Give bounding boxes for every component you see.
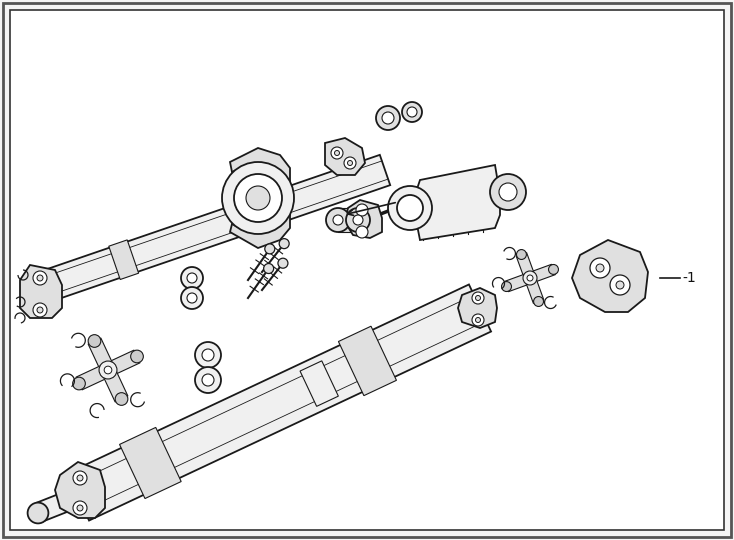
Circle shape (596, 264, 604, 272)
Circle shape (264, 264, 274, 274)
Circle shape (397, 195, 423, 221)
Circle shape (326, 208, 350, 232)
Circle shape (534, 296, 543, 306)
Polygon shape (505, 274, 528, 292)
Polygon shape (531, 264, 556, 282)
Circle shape (353, 215, 363, 225)
Polygon shape (338, 208, 358, 232)
Circle shape (388, 186, 432, 230)
Circle shape (202, 349, 214, 361)
Circle shape (517, 249, 526, 259)
Polygon shape (67, 285, 491, 521)
Circle shape (77, 505, 83, 511)
Polygon shape (572, 240, 648, 312)
Circle shape (99, 361, 117, 379)
Circle shape (104, 366, 112, 374)
Circle shape (523, 271, 537, 285)
Polygon shape (109, 240, 139, 280)
Circle shape (195, 367, 221, 393)
Circle shape (279, 239, 289, 248)
Circle shape (527, 275, 533, 281)
Circle shape (33, 271, 47, 285)
Circle shape (476, 295, 481, 300)
Polygon shape (76, 366, 106, 390)
Circle shape (347, 160, 352, 165)
Polygon shape (120, 428, 181, 498)
Circle shape (490, 174, 526, 210)
Circle shape (37, 307, 43, 313)
Circle shape (548, 265, 559, 274)
Circle shape (33, 303, 47, 317)
Circle shape (616, 281, 624, 289)
Text: -1: -1 (682, 271, 696, 285)
Circle shape (331, 147, 343, 159)
Polygon shape (526, 280, 544, 303)
Circle shape (73, 501, 87, 515)
Polygon shape (415, 165, 500, 240)
Polygon shape (345, 200, 382, 238)
Circle shape (476, 318, 481, 322)
Circle shape (77, 475, 83, 481)
Circle shape (202, 374, 214, 386)
Circle shape (407, 107, 417, 117)
Circle shape (499, 183, 517, 201)
Circle shape (195, 342, 221, 368)
Polygon shape (325, 138, 365, 175)
Circle shape (181, 267, 203, 289)
Circle shape (234, 174, 282, 222)
Circle shape (344, 157, 356, 169)
Circle shape (356, 226, 368, 238)
Polygon shape (458, 288, 497, 328)
Circle shape (335, 151, 340, 156)
Circle shape (610, 275, 630, 295)
Polygon shape (37, 488, 81, 521)
Circle shape (88, 335, 101, 347)
Circle shape (278, 258, 288, 268)
Polygon shape (338, 326, 396, 396)
Circle shape (131, 350, 143, 363)
Circle shape (333, 215, 343, 225)
Circle shape (187, 293, 197, 303)
Circle shape (187, 273, 197, 283)
Circle shape (346, 208, 370, 232)
Circle shape (382, 112, 394, 124)
Circle shape (376, 106, 400, 130)
Circle shape (73, 377, 85, 390)
Circle shape (181, 287, 203, 309)
Polygon shape (45, 155, 390, 300)
Polygon shape (30, 278, 52, 298)
Circle shape (28, 503, 48, 523)
Circle shape (356, 204, 368, 216)
Circle shape (265, 244, 275, 254)
Circle shape (472, 314, 484, 326)
Polygon shape (230, 212, 290, 248)
Polygon shape (230, 148, 290, 185)
Polygon shape (109, 350, 140, 374)
Circle shape (246, 186, 270, 210)
Circle shape (73, 471, 87, 485)
Circle shape (37, 275, 43, 281)
Circle shape (501, 281, 512, 292)
Polygon shape (103, 372, 128, 402)
Circle shape (472, 292, 484, 304)
Text: 2: 2 (400, 194, 410, 210)
Polygon shape (516, 253, 534, 276)
Circle shape (222, 162, 294, 234)
Circle shape (590, 258, 610, 278)
Circle shape (115, 393, 128, 406)
Polygon shape (55, 462, 105, 518)
Polygon shape (300, 361, 338, 407)
Circle shape (402, 102, 422, 122)
Polygon shape (20, 265, 62, 318)
Polygon shape (88, 338, 112, 369)
